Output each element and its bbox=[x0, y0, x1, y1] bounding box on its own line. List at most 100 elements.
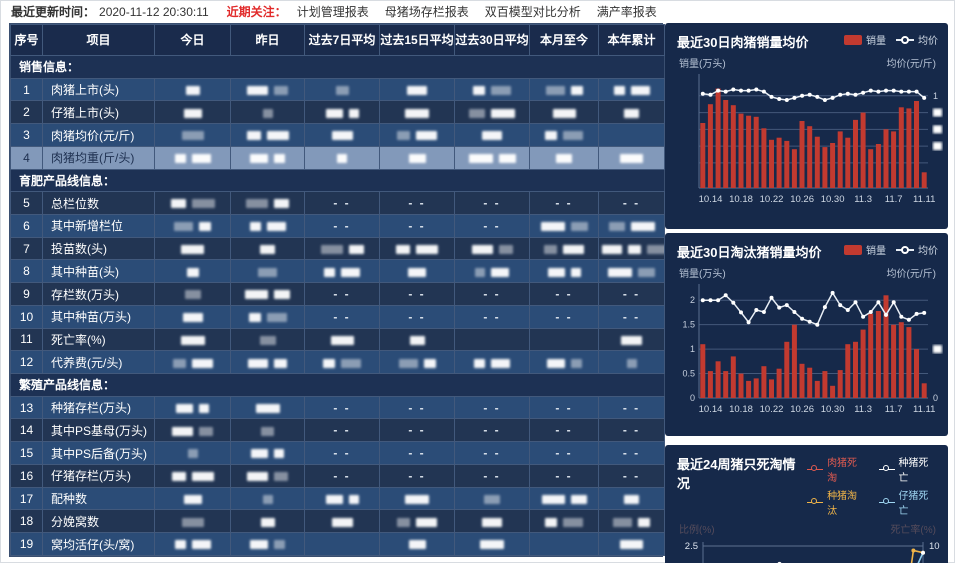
bar-line-chart-canvas[interactable]: 2 1.5 1 0.5 0 0 10.14 10.18 10.22 10.26 10.30 11.3 1… bbox=[665, 280, 948, 435]
table-row[interactable]: 15 其中PS后备(万头) - - - - - - - - - - bbox=[10, 441, 665, 465]
redacted-value bbox=[613, 85, 625, 95]
no-data-dashes: - - bbox=[333, 287, 351, 302]
report-link-model-compare[interactable]: 双百模型对比分析 bbox=[484, 5, 581, 19]
value-cell bbox=[379, 145, 455, 170]
legend-label: 均价 bbox=[918, 246, 938, 257]
no-data-dashes: - - bbox=[333, 423, 351, 438]
redacted-value bbox=[405, 108, 429, 118]
table-row[interactable]: 11 死亡率(%) bbox=[10, 327, 665, 352]
legend-item-price[interactable]: 均价 bbox=[896, 32, 938, 47]
value-cell bbox=[529, 486, 599, 511]
value-cell bbox=[154, 236, 231, 261]
value-cell: - - bbox=[454, 282, 530, 306]
value-cell bbox=[230, 214, 305, 238]
redacted-value bbox=[199, 426, 213, 436]
bar-legend-icon bbox=[844, 244, 862, 255]
table-row[interactable]: 2 仔猪上市(头) bbox=[10, 100, 665, 125]
redacted-value bbox=[266, 313, 287, 323]
table-row[interactable]: 14 其中PS基母(万头) - - - - - - - - - - bbox=[10, 418, 665, 443]
redacted-value bbox=[174, 222, 193, 232]
redacted-value bbox=[563, 244, 584, 254]
value-cell bbox=[598, 123, 665, 147]
value-cell bbox=[154, 77, 231, 102]
table-row[interactable]: 10 其中种苗(万头) - - - - - - - - - - bbox=[10, 304, 665, 329]
value-cell bbox=[230, 259, 305, 284]
table-row[interactable]: 19 窝均活仔(头/窝) bbox=[10, 532, 665, 556]
no-data-dashes: - - bbox=[408, 468, 426, 483]
value-cell bbox=[154, 214, 231, 238]
line-legend-icon bbox=[807, 498, 824, 507]
table-row[interactable]: 9 存栏数(万头) - - - - - - - - - - bbox=[10, 282, 665, 306]
value-cell: - - bbox=[379, 214, 455, 238]
redacted-value bbox=[246, 199, 268, 209]
no-data-dashes: - - bbox=[622, 423, 641, 438]
legend-item-sales[interactable]: 销量 bbox=[844, 242, 886, 257]
column-header: 本年累计 bbox=[598, 24, 665, 56]
redacted-value bbox=[324, 267, 335, 277]
report-link-sow-inventory[interactable]: 母猪场存栏报表 bbox=[384, 5, 469, 19]
redacted-value bbox=[266, 131, 289, 141]
table-row[interactable]: 6 其中新增栏位 - - - - - - bbox=[10, 214, 665, 238]
no-data-dashes: - - bbox=[622, 287, 641, 302]
redacted-value bbox=[261, 426, 274, 436]
value-cell bbox=[379, 327, 455, 352]
legend-item-finisher-loss[interactable]: 肉猪死淘 bbox=[807, 454, 866, 484]
chart-panel-cull-sales-price: 最近30日淘汰猪销量均价 销量 均价 销量(万头) 均价(元/斤) 2 1.5 1 0… bbox=[665, 233, 948, 436]
value-cell bbox=[454, 532, 530, 556]
svg-text:10.14: 10.14 bbox=[699, 194, 723, 205]
svg-text:0: 0 bbox=[933, 393, 938, 403]
report-link-capacity[interactable]: 满产率报表 bbox=[596, 5, 657, 19]
redacted-value bbox=[544, 244, 557, 254]
value-cell bbox=[598, 350, 665, 375]
value-cell bbox=[598, 532, 665, 556]
table-row[interactable]: 17 配种数 bbox=[10, 486, 665, 511]
legend-item-breeder-death[interactable]: 种猪死亡 bbox=[878, 454, 938, 484]
table-row[interactable]: 18 分娩窝数 bbox=[10, 509, 665, 534]
value-cell bbox=[230, 441, 305, 465]
redacted-value bbox=[170, 199, 186, 209]
svg-text:11.3: 11.3 bbox=[854, 404, 872, 415]
legend-item-price[interactable]: 均价 bbox=[896, 242, 938, 257]
table-row[interactable]: 3 肉猪均价(元/斤) bbox=[10, 123, 665, 147]
report-link-plan[interactable]: 计划管理报表 bbox=[296, 5, 369, 19]
row-label: 投苗数(头) bbox=[42, 236, 155, 261]
value-cell bbox=[529, 259, 599, 284]
table-row[interactable]: 12 代养费(元/头) bbox=[10, 350, 665, 375]
table-row[interactable]: 8 其中种苗(头) bbox=[10, 259, 665, 284]
legend-item-piglet-death[interactable]: 仔猪死亡 bbox=[878, 487, 938, 517]
value-cell bbox=[598, 236, 665, 261]
svg-text:1: 1 bbox=[690, 344, 695, 354]
row-label: 仔猪存栏(万头) bbox=[42, 463, 155, 488]
table-row[interactable]: 4 肉猪均重(斤/头) bbox=[10, 145, 665, 170]
bar-line-chart-canvas[interactable]: 1 10.14 10.18 10.22 10.26 10.30 11.3 11.7 11.11 bbox=[665, 70, 948, 225]
value-cell bbox=[154, 441, 231, 465]
no-data-dashes: - - bbox=[333, 400, 351, 415]
value-cell: - - bbox=[304, 191, 380, 216]
legend-label: 种猪淘汰 bbox=[827, 491, 858, 517]
redacted-value bbox=[409, 335, 425, 345]
no-data-dashes: - - bbox=[555, 287, 573, 302]
redacted-value bbox=[331, 517, 353, 527]
legend-item-sales[interactable]: 销量 bbox=[844, 32, 886, 47]
section-row: 销售信息： bbox=[10, 54, 665, 79]
legend-item-breeder-cull[interactable]: 种猪淘汰 bbox=[807, 487, 866, 517]
table-row[interactable]: 16 仔猪存栏(万头) - - - - - - - - - - bbox=[10, 463, 665, 488]
table-row[interactable]: 5 总栏位数 - - - - - - - - - - bbox=[10, 191, 665, 216]
value-cell: - - bbox=[598, 395, 665, 420]
chart-panel-mortality: 最近24周猪只死淘情况 肉猪死淘 种猪死亡 种猪淘汰 仔猪死亡 bbox=[665, 445, 948, 563]
value-cell bbox=[598, 259, 665, 284]
legend-label: 销量 bbox=[866, 36, 886, 47]
value-cell: - - bbox=[304, 463, 380, 488]
redacted-value bbox=[274, 154, 285, 164]
multi-line-chart-canvas[interactable]: 2.510281.56 bbox=[665, 536, 948, 563]
value-cell bbox=[454, 145, 530, 170]
value-cell bbox=[454, 77, 530, 102]
table-row[interactable]: 13 种猪存栏(万头) - - - - - - - - - - bbox=[10, 395, 665, 420]
table-row[interactable]: 7 投苗数(头) bbox=[10, 236, 665, 261]
value-cell bbox=[154, 304, 231, 329]
redacted-value bbox=[491, 358, 510, 368]
redacted-value bbox=[191, 199, 215, 209]
table-row[interactable]: 1 肉猪上市(头) bbox=[10, 77, 665, 102]
no-data-dashes: - - bbox=[622, 400, 641, 415]
redacted-value bbox=[570, 494, 587, 504]
